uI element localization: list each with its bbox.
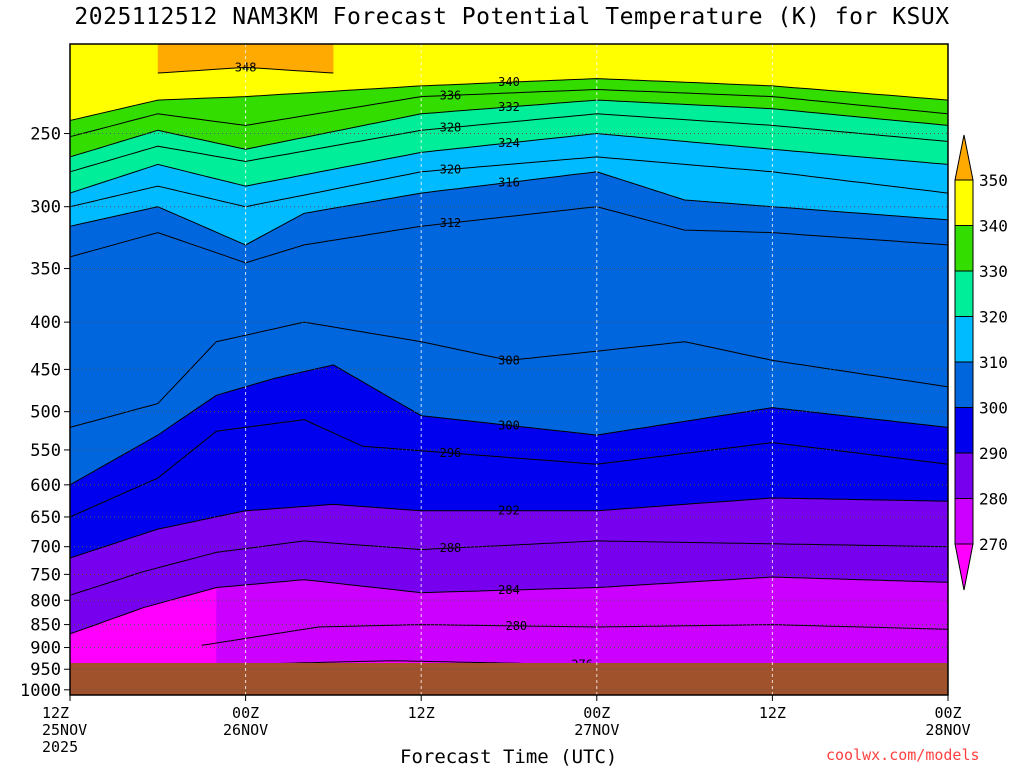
contour-336 xyxy=(69,88,949,138)
y-tick-label-900: 900 xyxy=(30,639,61,659)
y-tick-label-800: 800 xyxy=(30,591,61,611)
contour-284 xyxy=(69,576,949,635)
contour-320 xyxy=(69,156,949,208)
contour-332 xyxy=(69,99,949,158)
contour-296 xyxy=(69,419,949,518)
x-tick-label-12-0: 00Z xyxy=(232,704,259,722)
colorbar-label-340: 340 xyxy=(979,217,1008,236)
x-tick-label-60-0: 00Z xyxy=(934,704,961,722)
colorbar-seg-300 xyxy=(954,361,974,408)
contour-324 xyxy=(69,132,949,194)
contour-316 xyxy=(69,171,949,246)
colorbar-label-310: 310 xyxy=(979,353,1008,372)
x-tick-label-0-2: 2025 xyxy=(42,738,78,756)
x-tick-label-0-0: 12Z xyxy=(42,704,69,722)
contour-label-288: 288 xyxy=(440,541,462,555)
contour-label-328: 328 xyxy=(440,121,462,135)
y-tick-label-600: 600 xyxy=(30,476,61,496)
contour-label-284: 284 xyxy=(498,583,520,597)
y-tick-label-950: 950 xyxy=(30,660,61,680)
colorbar-label-270: 270 xyxy=(979,535,1008,554)
colorbar-seg-290 xyxy=(954,407,974,454)
x-tick-label-36-0: 00Z xyxy=(583,704,610,722)
contour-label-340: 340 xyxy=(498,75,520,89)
contour-label-324: 324 xyxy=(498,136,520,150)
colorbar-label-300: 300 xyxy=(979,399,1008,418)
colorbar-label-280: 280 xyxy=(979,490,1008,509)
colorbar-top-arrow xyxy=(954,134,974,181)
contour-label-300: 300 xyxy=(498,418,520,432)
y-tick-label-450: 450 xyxy=(30,360,61,380)
contour-label-348: 348 xyxy=(235,60,257,74)
x-tick-label-48-0: 12Z xyxy=(759,704,786,722)
y-tick-label-350: 350 xyxy=(30,260,61,280)
colorbar-seg-340 xyxy=(954,179,974,226)
contour-label-296: 296 xyxy=(440,446,462,460)
x-tick-label-0-1: 25NOV xyxy=(42,721,87,739)
colorbar-label-290: 290 xyxy=(979,444,1008,463)
contour-label-316: 316 xyxy=(498,175,520,189)
contour-292 xyxy=(69,497,949,559)
y-tick-label-500: 500 xyxy=(30,403,61,423)
contour-label-292: 292 xyxy=(498,504,520,518)
contour-label-332: 332 xyxy=(498,100,520,114)
x-tick-label-12-1: 26NOV xyxy=(223,721,268,739)
contour-308 xyxy=(69,321,949,428)
colorbar-seg-270 xyxy=(954,498,974,545)
x-axis-label: Forecast Time (UTC) xyxy=(400,746,618,768)
x-tick-label-36-1: 27NOV xyxy=(574,721,619,739)
contour-label-280: 280 xyxy=(505,619,527,633)
contour-280 xyxy=(201,624,949,646)
colorbar-seg-320 xyxy=(954,270,974,317)
colorbar-label-350: 350 xyxy=(979,171,1008,190)
contour-348 xyxy=(157,66,334,74)
contour-label-308: 308 xyxy=(498,353,520,367)
colorbar-label-330: 330 xyxy=(979,262,1008,281)
contour-label-336: 336 xyxy=(440,88,462,102)
colorbar-label-320: 320 xyxy=(979,308,1008,327)
y-tick-label-650: 650 xyxy=(30,508,61,528)
contour-label-312: 312 xyxy=(440,216,462,230)
site-credit: coolwx.com/models xyxy=(826,746,980,764)
chart-title: 2025112512 NAM3KM Forecast Potential Tem… xyxy=(74,4,950,30)
x-tick-label-60-1: 28NOV xyxy=(925,721,970,739)
contour-label-320: 320 xyxy=(440,162,462,176)
ground-fill xyxy=(70,663,948,695)
contour-340 xyxy=(69,78,949,121)
y-tick-label-250: 250 xyxy=(30,125,61,145)
y-tick-label-400: 400 xyxy=(30,313,61,333)
colorbar-bottom-arrow xyxy=(954,543,974,591)
y-tick-label-1000: 1000 xyxy=(20,681,61,701)
contour-328 xyxy=(69,113,949,173)
y-tick-label-300: 300 xyxy=(30,198,61,218)
x-tick-label-24-0: 12Z xyxy=(408,704,435,722)
contour-300 xyxy=(69,364,949,486)
contour-312 xyxy=(69,206,949,264)
y-tick-label-550: 550 xyxy=(30,441,61,461)
colorbar-seg-330 xyxy=(954,225,974,272)
y-tick-label-750: 750 xyxy=(30,565,61,585)
colorbar-seg-310 xyxy=(954,316,974,363)
y-tick-label-850: 850 xyxy=(30,616,61,636)
y-tick-label-700: 700 xyxy=(30,538,61,558)
colorbar-seg-280 xyxy=(954,452,974,499)
contour-288 xyxy=(69,540,949,596)
